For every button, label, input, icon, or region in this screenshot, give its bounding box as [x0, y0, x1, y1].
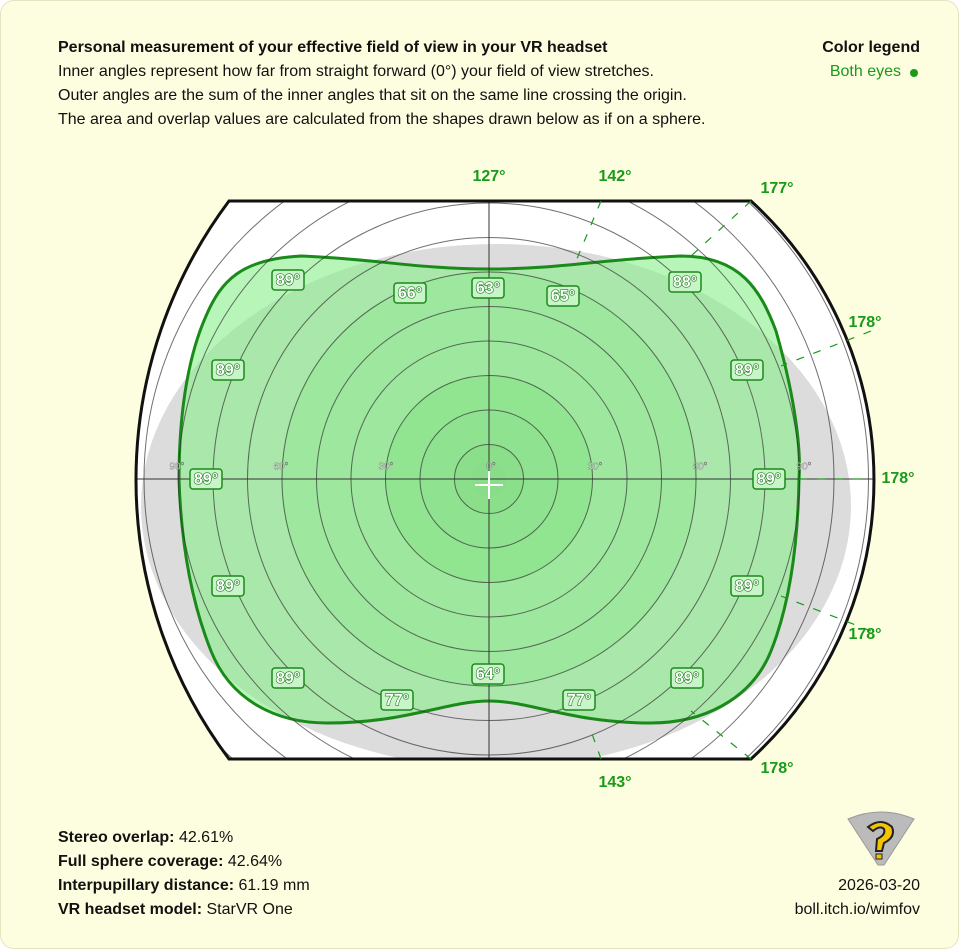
- inner-angle: 89°: [216, 578, 240, 595]
- angle-box: [471, 663, 505, 685]
- outer-angle: 177°: [760, 180, 793, 197]
- outer-angle: 127°: [472, 168, 505, 185]
- ring-label: 90°: [796, 462, 811, 473]
- angle-box: [211, 575, 245, 597]
- stat-label: VR headset model:: [58, 901, 203, 918]
- stat-value: 42.64%: [227, 853, 283, 870]
- url: boll.itch.io/wimfov: [794, 901, 920, 918]
- logo: [847, 811, 915, 866]
- legend-entry: Both eyes: [829, 63, 901, 80]
- desc-line: Inner angles represent how far from stra…: [58, 63, 654, 80]
- angle-box: [393, 282, 427, 304]
- angle-box: [670, 667, 704, 689]
- outer-angle: 142°: [598, 168, 631, 185]
- inner-angle: 89°: [276, 670, 300, 687]
- inner-angle: 89°: [675, 670, 699, 687]
- angle-box: [752, 468, 786, 490]
- inner-angle: 64°: [476, 666, 500, 683]
- stat-value: 42.61%: [178, 829, 234, 846]
- legend-dot: [910, 69, 918, 77]
- inner-angle: 89°: [216, 362, 240, 379]
- legend-title: Color legend: [822, 39, 920, 56]
- angle-box: [211, 359, 245, 381]
- guide-dash: [690, 710, 752, 760]
- inner-angle: 89°: [194, 471, 218, 488]
- title: Personal measurement of your effective f…: [58, 39, 608, 56]
- inner-angle: 66°: [398, 285, 422, 302]
- desc-line: The area and overlap values are calculat…: [58, 111, 706, 128]
- angle-box: [271, 269, 305, 291]
- guide-dash: [575, 200, 602, 262]
- outer-angle: 178°: [760, 760, 793, 777]
- angle-box: [189, 468, 223, 490]
- angle-box: [271, 667, 305, 689]
- outer-angle: 143°: [598, 774, 631, 791]
- ring-label: 0°: [486, 462, 496, 473]
- stat: Full sphere coverage: 42.64%: [58, 853, 282, 871]
- guide-dash: [690, 200, 752, 257]
- angle-box: [730, 359, 764, 381]
- guide-dash: [590, 730, 602, 760]
- desc-line: Outer angles are the sum of the inner an…: [58, 87, 687, 104]
- angle-box: [562, 689, 596, 711]
- stat: Stereo overlap: 42.61%: [58, 829, 233, 847]
- inner-angle: 89°: [735, 362, 759, 379]
- outer-angle: 178°: [848, 626, 881, 643]
- angle-box: [668, 271, 702, 293]
- stat-value: StarVR One: [206, 901, 293, 918]
- ring-label: 30°: [378, 462, 393, 473]
- inner-angle: 63°: [476, 280, 500, 297]
- stat-label: Interpupillary distance:: [58, 877, 235, 894]
- stat-label: Full sphere coverage:: [58, 853, 224, 870]
- stat: Interpupillary distance: 61.19 mm: [58, 877, 310, 895]
- inner-angle: 77°: [385, 692, 409, 709]
- stat-label: Stereo overlap:: [58, 829, 175, 846]
- ring-label: 90°: [169, 462, 184, 473]
- ring-label: 30°: [587, 462, 602, 473]
- frame: [134, 199, 876, 761]
- inner-angle: 77°: [567, 692, 591, 709]
- inner-angle: 89°: [757, 471, 781, 488]
- outer-angle: 178°: [881, 470, 914, 487]
- ring-label: 60°: [273, 462, 288, 473]
- ring-label: 60°: [692, 462, 707, 473]
- angle-box: [546, 285, 580, 307]
- fov-diagram: 0° 30° 30° 60° 60° 90° 90° 89° 66° 63° 65° 88° 89° 89…: [134, 168, 915, 791]
- inner-angle: 65°: [551, 288, 575, 305]
- outer-angle: 178°: [848, 314, 881, 331]
- inner-angle: 88°: [673, 274, 697, 291]
- inner-angle: 89°: [735, 578, 759, 595]
- angle-box: [471, 277, 505, 299]
- stat: VR headset model: StarVR One: [58, 901, 293, 919]
- date: 2026-03-20: [838, 877, 920, 894]
- angle-box: [380, 689, 414, 711]
- angle-box: [730, 575, 764, 597]
- inner-angle: 89°: [276, 272, 300, 289]
- stat-value: 61.19 mm: [238, 877, 310, 894]
